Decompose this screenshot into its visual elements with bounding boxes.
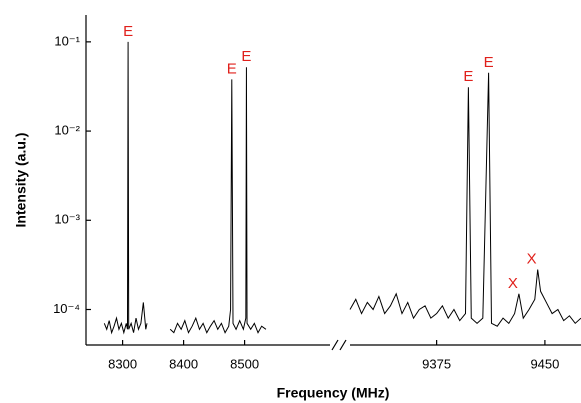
x-tick-label: 8300 [108,356,137,371]
peak-label: E [123,23,133,40]
x-axis-label: Frequency (MHz) [277,385,390,401]
y-tick-label: 10⁻⁴ [53,301,80,316]
peak-label: X [508,275,518,292]
y-tick-label: 10⁻¹ [54,33,80,48]
y-tick-label: 10⁻³ [54,212,80,227]
y-tick-label: 10⁻² [54,123,80,138]
peak-label: E [484,54,494,71]
peak-label: E [227,60,237,77]
y-axis-label: Intensity (a.u.) [13,133,29,228]
x-tick-label: 9375 [422,356,451,371]
x-tick-label: 8400 [169,356,198,371]
peak-label: E [463,68,473,85]
axis-break [331,339,347,351]
x-tick-label: 8500 [230,356,259,371]
peak-label: E [241,48,251,65]
spectrum-line [103,41,581,335]
x-tick-label: 9450 [530,356,559,371]
peak-label: X [527,251,537,268]
